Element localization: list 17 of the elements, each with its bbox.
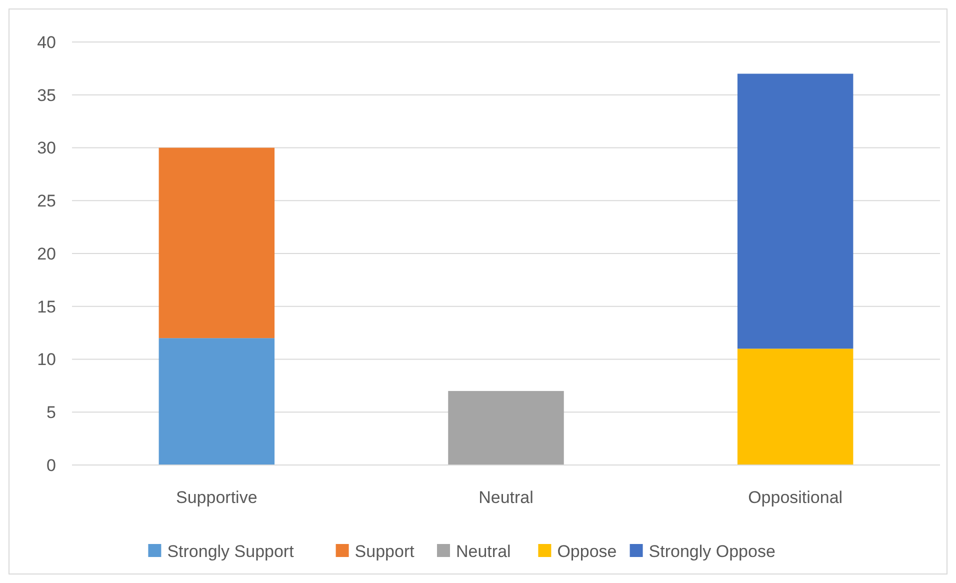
- legend-label: Oppose: [557, 542, 617, 561]
- legend-label: Neutral: [456, 542, 511, 561]
- y-tick-label: 40: [37, 32, 56, 52]
- y-tick-label: 25: [37, 192, 56, 211]
- y-tick-label: 30: [37, 138, 56, 158]
- y-tick-label: 15: [37, 297, 56, 316]
- legend-label: Strongly Support: [167, 542, 294, 561]
- y-tick-label: 0: [46, 456, 56, 475]
- x-tick-label: Neutral: [478, 488, 534, 507]
- y-tick-label: 5: [46, 403, 56, 422]
- y-tick-label: 35: [37, 86, 56, 105]
- legend-label: Strongly Oppose: [648, 542, 776, 561]
- y-tick-label: 20: [37, 244, 56, 264]
- y-tick-label: 10: [37, 350, 56, 370]
- x-tick-label: Supportive: [176, 488, 258, 507]
- x-tick-label: Oppositional: [748, 488, 843, 507]
- legend-label: Support: [354, 542, 415, 561]
